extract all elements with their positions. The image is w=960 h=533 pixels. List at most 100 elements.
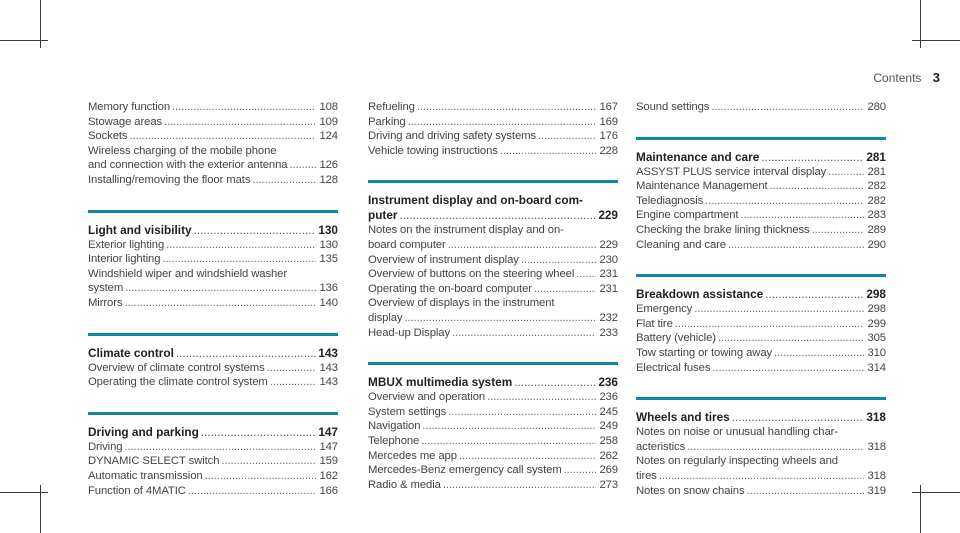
toc-entry[interactable]: Interior lighting 135	[88, 252, 338, 267]
section-heading[interactable]: Light and visibility 130	[88, 223, 338, 238]
leader-dots	[205, 469, 316, 484]
crop-mark	[0, 492, 48, 493]
section-heading[interactable]: Maintenance and care 281	[636, 150, 886, 165]
entry-text: system	[88, 282, 124, 295]
leader-dots	[417, 100, 596, 115]
toc-entry[interactable]: Refueling 167	[368, 100, 618, 115]
section-heading[interactable]: Breakdown assistance 298	[636, 287, 886, 302]
toc-entry[interactable]: Automatic transmission 162	[88, 469, 338, 484]
toc-entry[interactable]: and connection with the exterior antenna…	[88, 158, 338, 173]
entry-page-number: 167	[599, 101, 618, 113]
leader-dots	[162, 252, 316, 267]
section-heading[interactable]: MBUX multimedia system 236	[368, 375, 618, 390]
toc-entry[interactable]: Engine compartment 283	[636, 208, 886, 223]
toc-entry[interactable]: Function of 4MATIC 166	[88, 484, 338, 499]
toc-entry[interactable]: Cleaning and care 290	[636, 238, 886, 253]
entry-page-number: 298	[867, 303, 886, 316]
section-divider	[88, 411, 338, 415]
section-page-number: 236	[598, 375, 618, 390]
entry-text: and connection with the exterior antenna	[88, 159, 288, 172]
toc-entry[interactable]: Telediagnosis 282	[636, 194, 886, 209]
toc-entry[interactable]: ASSYST PLUS service interval display 281	[636, 165, 886, 180]
toc-entry[interactable]: display 232	[368, 311, 618, 326]
toc-entry[interactable]: Overview and operation 236	[368, 390, 618, 405]
toc-entry[interactable]: tires 318	[636, 469, 886, 484]
entry-text-line[interactable]: Notes on noise or unusual handling char-	[636, 426, 838, 439]
toc-entry[interactable]: Head-up Display 233	[368, 326, 618, 341]
entry-text: Notes on snow chains	[636, 484, 745, 497]
toc-entry[interactable]: Sockets 124	[88, 129, 338, 144]
toc-entry[interactable]: Memory function 108	[88, 100, 338, 115]
toc-entry[interactable]: DYNAMIC SELECT switch 159	[88, 454, 338, 469]
page-number: 3	[932, 70, 940, 85]
entry-page-number: 231	[599, 268, 618, 281]
entry-page-number: 249	[599, 420, 618, 433]
leader-dots	[712, 361, 864, 376]
toc-entry[interactable]: Overview of buttons on the steering whee…	[368, 267, 618, 282]
leader-dots	[408, 115, 596, 130]
toc-entry[interactable]: Maintenance Management 282	[636, 179, 886, 194]
toc-entry[interactable]: Installing/removing the floor mats 128	[88, 173, 338, 188]
toc-entry[interactable]: Battery (vehicle) 305	[636, 331, 886, 346]
toc-entry[interactable]: Driving 147	[88, 440, 338, 455]
entry-text: Overview of buttons on the steering whee…	[368, 268, 575, 281]
toc-entry[interactable]: Sound settings 280	[636, 100, 886, 115]
entry-text-line[interactable]: Windshield wiper and windshield washer	[88, 267, 288, 280]
leader-dots	[124, 296, 316, 311]
entry-text: Cleaning and care	[636, 238, 726, 251]
toc-entry[interactable]: Flat tire 299	[636, 317, 886, 332]
toc-entry[interactable]: Mirrors 140	[88, 296, 338, 311]
toc-entry[interactable]: Stowage areas 109	[88, 115, 338, 130]
toc-entry[interactable]: acteristics 318	[636, 440, 886, 455]
toc-entry[interactable]: Overview of instrument display 230	[368, 253, 618, 268]
toc-section: Climate control143Overview of climate co…	[88, 332, 338, 390]
section-heading[interactable]: Driving and parking 147	[88, 425, 338, 440]
toc-entry[interactable]: system 136	[88, 281, 338, 296]
toc-entry[interactable]: Tow starting or towing away 310	[636, 346, 886, 361]
toc-entry[interactable]: Operating the on-board computer 231	[368, 282, 618, 297]
section-divider	[368, 362, 618, 366]
entry-text: Battery (vehicle)	[636, 332, 716, 345]
entry-text: Mercedes-Benz emergency call system	[368, 464, 562, 477]
entry-page-number: 282	[867, 194, 886, 207]
toc-entry[interactable]: Notes on snow chains 319	[636, 484, 886, 499]
toc-section: Light and visibility130Exterior lighting…	[88, 209, 338, 311]
entry-text-line[interactable]: Notes on regularly inspecting wheels and	[636, 455, 838, 468]
toc-entry[interactable]: Parking 169	[368, 115, 618, 130]
leader-dots	[201, 425, 317, 440]
entry-page-number: 319	[867, 484, 886, 497]
toc-entry[interactable]: Mercedes me app 262	[368, 449, 618, 464]
leader-dots	[534, 282, 596, 297]
toc-entry[interactable]: Overview of climate control systems 143	[88, 361, 338, 376]
leader-dots	[176, 346, 316, 361]
toc-entry[interactable]: Operating the climate control system 143	[88, 375, 338, 390]
toc-entry[interactable]: Navigation 249	[368, 419, 618, 434]
entry-text-line[interactable]: Wireless charging of the mobile phone	[88, 144, 277, 157]
entry-text-line[interactable]: Overview of displays in the instrument	[368, 297, 555, 310]
entry-text: Automatic transmission	[88, 469, 203, 482]
section-heading[interactable]: Wheels and tires 318	[636, 410, 886, 425]
toc-entry[interactable]: Emergency 298	[636, 302, 886, 317]
toc-entry[interactable]: Mercedes-Benz emergency call system 269	[368, 463, 618, 478]
toc-entry[interactable]: Vehicle towing instructions 228	[368, 144, 618, 159]
entry-page-number: 281	[867, 165, 886, 178]
toc-entry[interactable]: Exterior lighting 130	[88, 238, 338, 253]
toc-entry[interactable]: Telephone 258	[368, 434, 618, 449]
toc-entry[interactable]: System settings 245	[368, 405, 618, 420]
section-heading-text: MBUX multimedia system	[368, 375, 513, 390]
toc-entry[interactable]: Driving and driving safety systems 176	[368, 129, 618, 144]
toc-entry[interactable]: Radio & media 273	[368, 478, 618, 493]
entry-text-line[interactable]: Notes on the instrument display and on-	[368, 224, 564, 237]
toc-entry[interactable]: Electrical fuses 314	[636, 361, 886, 376]
section-heading[interactable]: Climate control 143	[88, 346, 338, 361]
section-divider	[636, 274, 886, 278]
toc-entry[interactable]: Checking the brake lining thickness 289	[636, 223, 886, 238]
entry-text: Sound settings	[636, 101, 710, 113]
section-heading[interactable]: puter 229	[368, 208, 618, 223]
toc-section: Breakdown assistance298Emergency298Flat …	[636, 274, 886, 375]
toc-entry[interactable]: board computer 229	[368, 238, 618, 253]
section-heading-line[interactable]: Instrument display and on-board com-	[368, 193, 583, 208]
entry-text: Overview of instrument display	[368, 253, 519, 266]
leader-dots	[514, 375, 596, 390]
entry-page-number: 318	[867, 469, 886, 482]
